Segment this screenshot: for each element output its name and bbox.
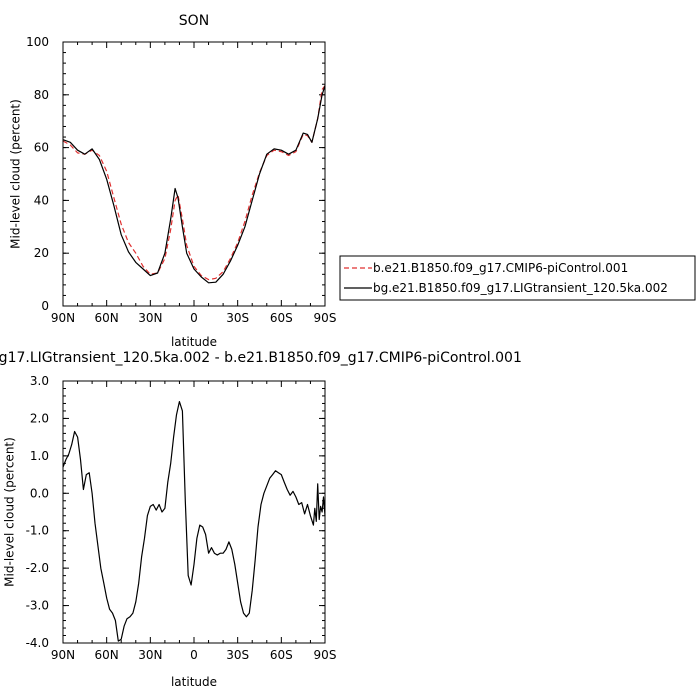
y-tick-label: -2.0 <box>26 561 49 575</box>
legend-box <box>339 255 696 301</box>
bottom-panel: bg.e21.B1850.f09_g17.LIGtransient_120.5k… <box>0 350 522 689</box>
bottom-y-axis-label: Mid-level cloud (percent) <box>3 437 17 587</box>
x-tick-label: 30S <box>226 648 249 662</box>
y-tick-label: 0.0 <box>30 486 49 500</box>
x-tick-label: 0 <box>190 311 198 325</box>
top-series-lines <box>62 85 326 284</box>
bottom-axis-ticks: 90N 60N 30N 0 30S 60S 90S -4.0 -3.0 -2.0 -1.0 0.0 1.… <box>26 374 337 662</box>
x-tick-label: 90S <box>314 648 337 662</box>
y-tick-label: -1.0 <box>26 524 49 538</box>
y-tick-label: 80 <box>34 88 49 102</box>
y-tick-label: 100 <box>26 35 49 49</box>
x-tick-label: 90N <box>51 648 75 662</box>
top-plot-frame <box>62 41 326 307</box>
x-tick-label: 60N <box>95 648 119 662</box>
x-tick-label: 90S <box>314 311 337 325</box>
top-x-axis-label: latitude <box>171 335 217 349</box>
legend: b.e21.B1850.f09_g17.CMIP6-piControl.001 … <box>339 255 696 301</box>
bottom-plot-frame <box>62 380 326 644</box>
top-panel: SON latitude Mid-level cloud (percent) 9… <box>9 13 337 349</box>
series-line-1 <box>62 85 326 284</box>
y-tick-label: -4.0 <box>26 636 49 650</box>
x-tick-label: 30N <box>138 648 162 662</box>
y-tick-label: 0 <box>41 299 49 313</box>
x-tick-label: 30S <box>226 311 249 325</box>
series-line-0 <box>62 85 326 281</box>
y-tick-label: 40 <box>34 193 49 207</box>
top-chart-title: SON <box>179 13 209 29</box>
bottom-series-lines <box>62 401 326 642</box>
y-tick-label: -3.0 <box>26 599 49 613</box>
bottom-x-axis-label: latitude <box>171 675 217 689</box>
series-line-0 <box>62 401 326 642</box>
x-tick-label: 60S <box>270 648 293 662</box>
x-tick-label: 60S <box>270 311 293 325</box>
x-tick-label: 30N <box>138 311 162 325</box>
legend-label-piControl: b.e21.B1850.f09_g17.CMIP6-piControl.001 <box>373 261 628 275</box>
top-y-axis-label: Mid-level cloud (percent) <box>9 99 23 249</box>
x-tick-label: 90N <box>51 311 75 325</box>
y-tick-label: 1.0 <box>30 449 49 463</box>
y-tick-label: 3.0 <box>30 374 49 388</box>
top-axis-ticks: 90N 60N 30N 0 30S 60S 90S 0 20 40 60 80 100 <box>26 35 336 325</box>
y-tick-label: 20 <box>34 246 49 260</box>
bottom-chart-title: bg.e21.B1850.f09_g17.LIGtransient_120.5k… <box>0 350 522 366</box>
y-tick-label: 60 <box>34 141 49 155</box>
legend-label-LIGtransient: bg.e21.B1850.f09_g17.LIGtransient_120.5k… <box>373 281 668 295</box>
x-tick-label: 0 <box>190 648 198 662</box>
y-tick-label: 2.0 <box>30 411 49 425</box>
x-tick-label: 60N <box>95 311 119 325</box>
